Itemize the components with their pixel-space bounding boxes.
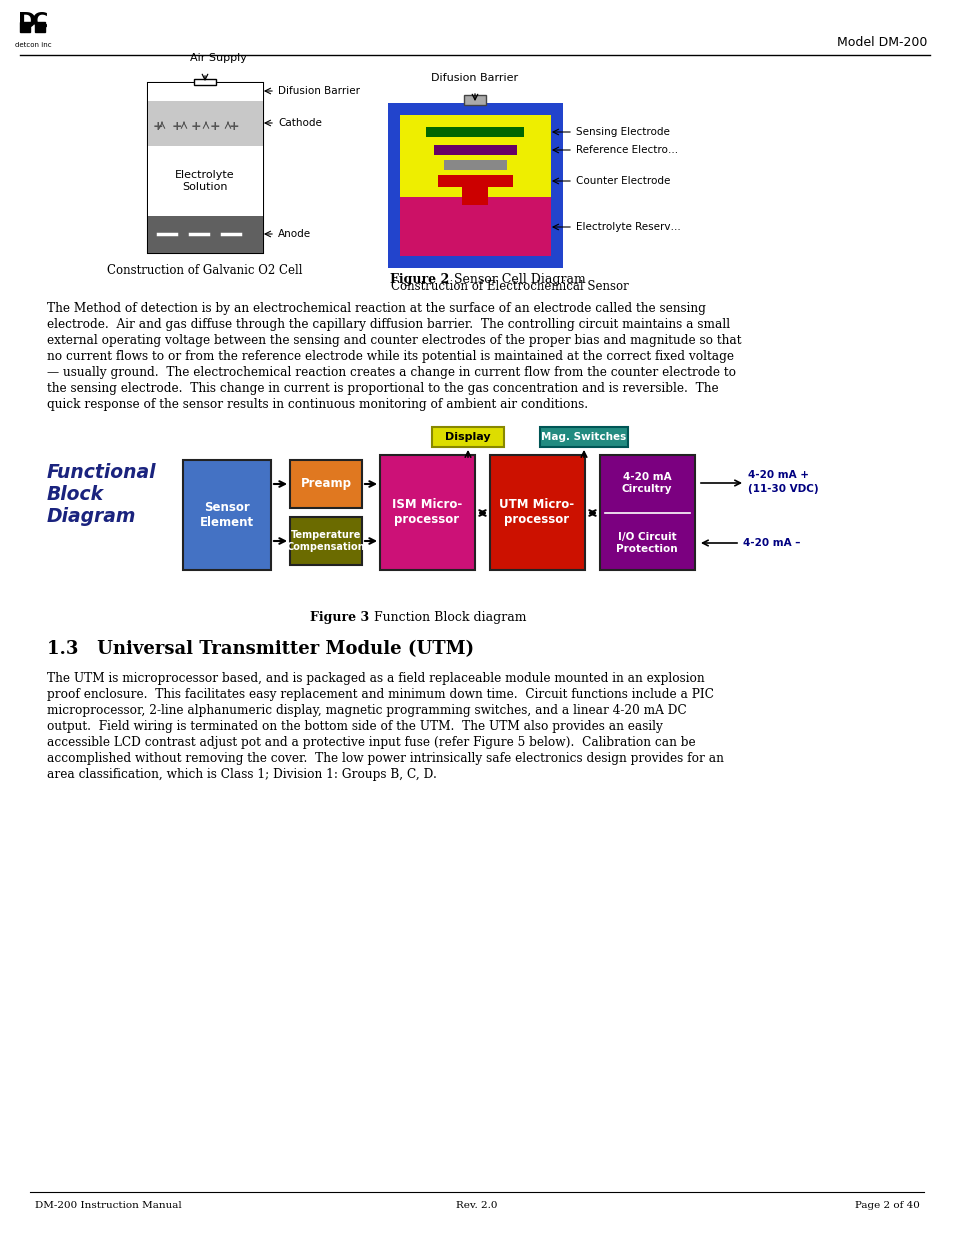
- Text: 4-20 mA –: 4-20 mA –: [742, 538, 800, 548]
- Text: UTM Micro-
processor: UTM Micro- processor: [499, 498, 574, 526]
- Bar: [20, 22, 30, 32]
- Text: electrode.  Air and gas diffuse through the capillary diffusion barrier.  The co: electrode. Air and gas diffuse through t…: [47, 317, 729, 331]
- Text: 4-20 mA
Circultry: 4-20 mA Circultry: [621, 472, 672, 494]
- Bar: [148, 83, 263, 101]
- Bar: [379, 454, 475, 571]
- Text: external operating voltage between the sensing and counter electrodes of the pro: external operating voltage between the s…: [47, 333, 740, 347]
- Text: accessible LCD contrast adjust pot and a protective input fuse (refer Figure 5 b: accessible LCD contrast adjust pot and a…: [47, 736, 695, 748]
- Text: (11-30 VDC): (11-30 VDC): [747, 484, 818, 494]
- Bar: [437, 175, 513, 186]
- Text: Display: Display: [445, 432, 490, 442]
- Bar: [290, 517, 361, 564]
- Text: The Method of detection is by an electrochemical reaction at the surface of an e: The Method of detection is by an electro…: [47, 303, 705, 315]
- Text: ISM Micro-
processor: ISM Micro- processor: [392, 498, 461, 526]
- Bar: [183, 459, 271, 571]
- Text: +: +: [229, 120, 239, 132]
- Text: Mag. Switches: Mag. Switches: [540, 432, 626, 442]
- Text: Sensing Electrode: Sensing Electrode: [576, 127, 669, 137]
- Text: Counter Electrode: Counter Electrode: [576, 177, 670, 186]
- Bar: [399, 115, 551, 256]
- Text: Anode: Anode: [277, 228, 311, 240]
- Text: — usually ground.  The electrochemical reaction creates a change in current flow: — usually ground. The electrochemical re…: [47, 366, 735, 379]
- Bar: [443, 161, 506, 170]
- Text: Functional: Functional: [47, 463, 156, 483]
- Text: +: +: [210, 120, 220, 132]
- Text: Rev. 2.0: Rev. 2.0: [456, 1200, 497, 1209]
- Text: Function Block diagram: Function Block diagram: [361, 611, 526, 625]
- Bar: [426, 127, 523, 137]
- Text: Temperature
Compensation: Temperature Compensation: [287, 530, 365, 552]
- Bar: [461, 186, 488, 205]
- Text: accomplished without removing the cover.  The low power intrinsically safe elect: accomplished without removing the cover.…: [47, 752, 723, 764]
- Bar: [399, 198, 551, 256]
- Bar: [148, 216, 263, 253]
- Text: D: D: [18, 12, 36, 32]
- Bar: [434, 144, 517, 156]
- Text: The UTM is microprocessor based, and is packaged as a field replaceable module m: The UTM is microprocessor based, and is …: [47, 672, 704, 685]
- Text: Model DM-200: Model DM-200: [836, 36, 926, 48]
- Text: Page 2 of 40: Page 2 of 40: [854, 1200, 919, 1209]
- Text: Sensor
Element: Sensor Element: [200, 501, 253, 529]
- Text: Construction of Galvanic O2 Cell: Construction of Galvanic O2 Cell: [107, 264, 302, 278]
- Text: Electrolyte Reserv…: Electrolyte Reserv…: [576, 222, 680, 232]
- Text: Sensor Cell Diagram: Sensor Cell Diagram: [441, 273, 585, 287]
- Text: I/O Circuit
Protection: I/O Circuit Protection: [616, 532, 677, 553]
- Bar: [463, 95, 485, 105]
- Text: Difusion Barrier: Difusion Barrier: [277, 86, 359, 96]
- Text: +: +: [191, 120, 201, 132]
- Bar: [432, 427, 503, 447]
- Text: +: +: [172, 120, 182, 132]
- Text: Cathode: Cathode: [277, 119, 321, 128]
- Text: output.  Field wiring is terminated on the bottom side of the UTM.  The UTM also: output. Field wiring is terminated on th…: [47, 720, 662, 734]
- Text: proof enclosure.  This facilitates easy replacement and minimum down time.  Circ: proof enclosure. This facilitates easy r…: [47, 688, 713, 701]
- Text: Difusion Barrier: Difusion Barrier: [431, 73, 518, 83]
- Text: Block: Block: [47, 485, 104, 505]
- Bar: [290, 459, 361, 508]
- Text: microprocessor, 2-line alphanumeric display, magnetic programming switches, and : microprocessor, 2-line alphanumeric disp…: [47, 704, 686, 718]
- Text: the sensing electrode.  This change in current is proportional to the gas concen: the sensing electrode. This change in cu…: [47, 382, 718, 395]
- Text: C: C: [31, 12, 49, 32]
- Bar: [490, 454, 584, 571]
- Text: Preamp: Preamp: [300, 478, 351, 490]
- Bar: [599, 454, 695, 571]
- Text: 4-20 mA +: 4-20 mA +: [747, 471, 808, 480]
- Text: no current flows to or from the reference electrode while its potential is maint: no current flows to or from the referenc…: [47, 350, 733, 363]
- Bar: [193, 79, 215, 85]
- Bar: [388, 103, 562, 268]
- Text: DM-200 Instruction Manual: DM-200 Instruction Manual: [35, 1200, 182, 1209]
- Bar: [148, 101, 263, 146]
- Text: Figure 3: Figure 3: [310, 611, 369, 625]
- Bar: [539, 427, 627, 447]
- Text: +: +: [152, 120, 163, 132]
- Text: detcon inc: detcon inc: [14, 42, 51, 48]
- Text: Construction of Electrochemical Sensor: Construction of Electrochemical Sensor: [391, 279, 628, 293]
- Text: 1.3   Universal Transmitter Module (UTM): 1.3 Universal Transmitter Module (UTM): [47, 640, 474, 658]
- Text: Air Supply: Air Supply: [190, 53, 247, 63]
- Text: Electrolyte
Solution: Electrolyte Solution: [175, 170, 234, 191]
- Text: Diagram: Diagram: [47, 508, 136, 526]
- Bar: [35, 22, 45, 32]
- Text: quick response of the sensor results in continuous monitoring of ambient air con: quick response of the sensor results in …: [47, 398, 587, 411]
- Bar: [148, 83, 263, 253]
- Bar: [148, 146, 263, 216]
- Text: area classification, which is Class 1; Division 1: Groups B, C, D.: area classification, which is Class 1; D…: [47, 768, 436, 781]
- Text: Figure 2: Figure 2: [390, 273, 449, 287]
- Text: Reference Electro…: Reference Electro…: [576, 144, 678, 156]
